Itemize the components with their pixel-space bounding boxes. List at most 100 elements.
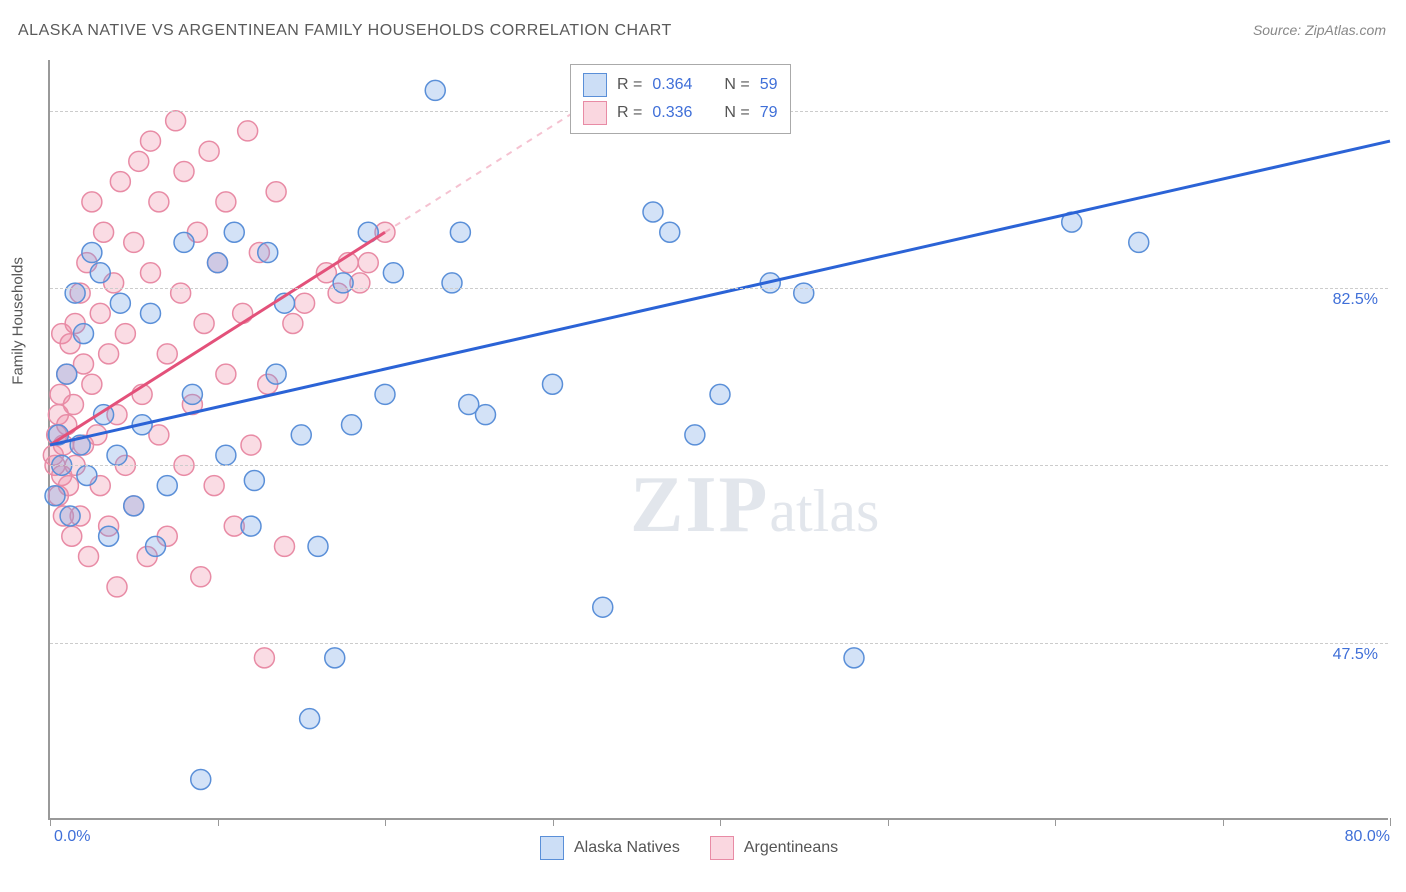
scatter-point-pink	[194, 313, 214, 333]
x-tick	[1390, 818, 1391, 826]
scatter-point-pink	[90, 303, 110, 323]
scatter-point-pink	[241, 435, 261, 455]
scatter-point-pink	[199, 141, 219, 161]
scatter-point-pink	[94, 222, 114, 242]
scatter-point-blue	[141, 303, 161, 323]
scatter-point-blue	[77, 465, 97, 485]
scatter-point-pink	[191, 567, 211, 587]
legend-item-pink: Argentineans	[710, 836, 838, 860]
scatter-point-blue	[333, 273, 353, 293]
legend-swatch-pink-2	[710, 836, 734, 860]
scatter-point-pink	[295, 293, 315, 313]
x-tick	[1223, 818, 1224, 826]
legend-r-blue: 0.364	[652, 76, 692, 94]
scatter-point-blue	[643, 202, 663, 222]
x-tick-label: 0.0%	[54, 828, 90, 846]
scatter-point-pink	[79, 547, 99, 567]
scatter-point-blue	[110, 293, 130, 313]
scatter-point-blue	[844, 648, 864, 668]
scatter-point-pink	[107, 577, 127, 597]
scatter-point-pink	[166, 111, 186, 131]
scatter-point-blue	[191, 769, 211, 789]
scatter-point-blue	[224, 222, 244, 242]
scatter-point-pink	[124, 232, 144, 252]
scatter-point-blue	[174, 232, 194, 252]
legend-series: Alaska Natives Argentineans	[540, 836, 838, 860]
scatter-point-blue	[216, 445, 236, 465]
scatter-point-pink	[283, 313, 303, 333]
scatter-point-blue	[710, 384, 730, 404]
scatter-point-blue	[99, 526, 119, 546]
scatter-point-blue	[442, 273, 462, 293]
chart-title: ALASKA NATIVE VS ARGENTINEAN FAMILY HOUS…	[18, 22, 672, 40]
scatter-point-blue	[57, 364, 77, 384]
scatter-point-blue	[82, 243, 102, 263]
plot-svg	[50, 60, 1388, 818]
x-tick	[218, 818, 219, 826]
legend-swatch-pink	[583, 101, 607, 125]
legend-n-label-2: N =	[724, 104, 749, 122]
gridline-h	[50, 465, 1388, 466]
scatter-point-blue	[794, 283, 814, 303]
scatter-point-pink	[62, 526, 82, 546]
scatter-point-blue	[65, 283, 85, 303]
scatter-point-blue	[241, 516, 261, 536]
scatter-point-blue	[660, 222, 680, 242]
legend-swatch-blue	[583, 73, 607, 97]
scatter-point-pink	[129, 151, 149, 171]
scatter-point-blue	[342, 415, 362, 435]
x-tick	[385, 818, 386, 826]
scatter-point-blue	[146, 536, 166, 556]
legend-row-pink: R = 0.336 N = 79	[583, 99, 778, 127]
scatter-point-pink	[157, 344, 177, 364]
legend-r-pink: 0.336	[652, 104, 692, 122]
legend-r-label-2: R =	[617, 104, 642, 122]
source-label: Source: ZipAtlas.com	[1253, 22, 1386, 38]
scatter-point-blue	[291, 425, 311, 445]
scatter-point-pink	[358, 253, 378, 273]
plot-area: ZIPatlas 47.5%82.5%0.0%80.0%	[48, 60, 1388, 820]
scatter-point-pink	[82, 192, 102, 212]
scatter-point-blue	[375, 384, 395, 404]
scatter-point-blue	[107, 445, 127, 465]
legend-r-label: R =	[617, 76, 642, 94]
y-axis-title: Family Households	[10, 257, 27, 385]
gridline-h	[50, 288, 1388, 289]
scatter-point-blue	[208, 253, 228, 273]
scatter-point-blue	[383, 263, 403, 283]
scatter-point-blue	[90, 263, 110, 283]
x-tick	[720, 818, 721, 826]
scatter-point-blue	[593, 597, 613, 617]
scatter-point-pink	[216, 192, 236, 212]
scatter-point-blue	[258, 243, 278, 263]
legend-n-blue: 59	[760, 76, 778, 94]
x-tick	[553, 818, 554, 826]
legend-label-pink: Argentineans	[744, 839, 838, 857]
scatter-point-blue	[244, 471, 264, 491]
scatter-point-pink	[99, 344, 119, 364]
scatter-point-pink	[216, 364, 236, 384]
scatter-point-pink	[115, 324, 135, 344]
scatter-point-blue	[60, 506, 80, 526]
legend-swatch-blue-2	[540, 836, 564, 860]
scatter-point-blue	[1129, 232, 1149, 252]
x-tick-label: 80.0%	[1345, 828, 1390, 846]
scatter-point-pink	[238, 121, 258, 141]
scatter-point-pink	[204, 476, 224, 496]
scatter-point-pink	[174, 161, 194, 181]
y-tick-label: 82.5%	[1333, 291, 1378, 309]
legend-row-blue: R = 0.364 N = 59	[583, 71, 778, 99]
scatter-point-blue	[182, 384, 202, 404]
legend-n-label: N =	[724, 76, 749, 94]
scatter-point-pink	[149, 192, 169, 212]
scatter-point-pink	[171, 283, 191, 303]
scatter-point-pink	[82, 374, 102, 394]
scatter-point-pink	[266, 182, 286, 202]
scatter-point-blue	[685, 425, 705, 445]
scatter-point-blue	[425, 80, 445, 100]
scatter-point-blue	[300, 709, 320, 729]
scatter-point-pink	[63, 395, 83, 415]
scatter-point-blue	[476, 405, 496, 425]
x-tick	[1055, 818, 1056, 826]
scatter-point-pink	[141, 263, 161, 283]
